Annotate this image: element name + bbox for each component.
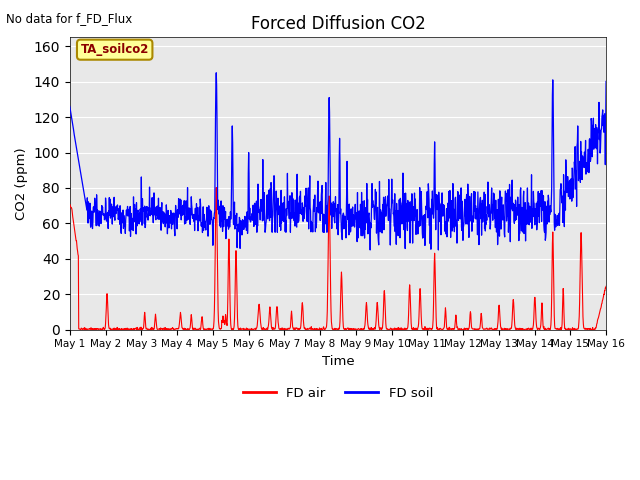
Text: No data for f_FD_Flux: No data for f_FD_Flux: [6, 12, 132, 25]
Legend: FD air, FD soil: FD air, FD soil: [237, 382, 438, 405]
Text: TA_soilco2: TA_soilco2: [81, 43, 149, 56]
X-axis label: Time: Time: [322, 355, 354, 368]
Y-axis label: CO2 (ppm): CO2 (ppm): [15, 147, 28, 220]
Title: Forced Diffusion CO2: Forced Diffusion CO2: [250, 15, 426, 33]
